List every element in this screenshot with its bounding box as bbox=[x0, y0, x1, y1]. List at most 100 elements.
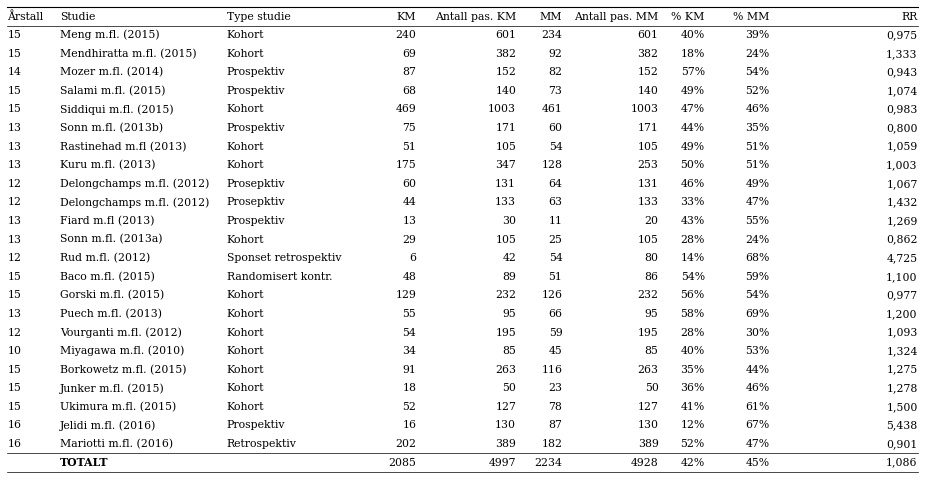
Text: 43%: 43% bbox=[681, 216, 705, 226]
Text: Retrospektiv: Retrospektiv bbox=[227, 439, 297, 449]
Text: Prospektiv: Prospektiv bbox=[227, 123, 285, 133]
Text: 12: 12 bbox=[7, 253, 21, 263]
Text: 51: 51 bbox=[549, 272, 562, 282]
Text: 389: 389 bbox=[637, 439, 659, 449]
Text: 15: 15 bbox=[7, 402, 21, 412]
Text: Prosepktiv: Prosepktiv bbox=[227, 197, 285, 208]
Text: 45%: 45% bbox=[746, 457, 770, 468]
Text: 15: 15 bbox=[7, 30, 21, 40]
Text: 45: 45 bbox=[549, 346, 562, 356]
Text: 1,324: 1,324 bbox=[886, 346, 918, 356]
Text: 35%: 35% bbox=[681, 364, 705, 375]
Text: 253: 253 bbox=[637, 160, 659, 170]
Text: 82: 82 bbox=[549, 67, 562, 77]
Text: 20: 20 bbox=[645, 216, 659, 226]
Text: 54: 54 bbox=[402, 328, 416, 337]
Text: 175: 175 bbox=[396, 160, 416, 170]
Text: Kohort: Kohort bbox=[227, 383, 265, 393]
Text: 10: 10 bbox=[7, 346, 21, 356]
Text: Vourganti m.fl. (2012): Vourganti m.fl. (2012) bbox=[60, 327, 182, 338]
Text: Junker m.fl. (2015): Junker m.fl. (2015) bbox=[60, 383, 165, 393]
Text: 46%: 46% bbox=[681, 179, 705, 189]
Text: 130: 130 bbox=[637, 421, 659, 430]
Text: Prospektiv: Prospektiv bbox=[227, 67, 285, 77]
Text: 29: 29 bbox=[402, 235, 416, 244]
Text: 67%: 67% bbox=[746, 421, 770, 430]
Text: Sonn m.fl. (2013a): Sonn m.fl. (2013a) bbox=[60, 234, 163, 245]
Text: 128: 128 bbox=[541, 160, 562, 170]
Text: 182: 182 bbox=[541, 439, 562, 449]
Text: 40%: 40% bbox=[681, 346, 705, 356]
Text: MM: MM bbox=[540, 12, 562, 22]
Text: Mozer m.fl. (2014): Mozer m.fl. (2014) bbox=[60, 67, 164, 77]
Text: 16: 16 bbox=[7, 421, 21, 430]
Text: 50: 50 bbox=[502, 383, 516, 393]
Text: 41%: 41% bbox=[681, 402, 705, 412]
Text: 171: 171 bbox=[495, 123, 516, 133]
Text: 63: 63 bbox=[549, 197, 562, 208]
Text: 54: 54 bbox=[549, 142, 562, 151]
Text: Kohort: Kohort bbox=[227, 328, 265, 337]
Text: 126: 126 bbox=[541, 290, 562, 301]
Text: 0,983: 0,983 bbox=[886, 105, 918, 115]
Text: Kohort: Kohort bbox=[227, 290, 265, 301]
Text: 0,977: 0,977 bbox=[886, 290, 918, 301]
Text: 389: 389 bbox=[495, 439, 516, 449]
Text: Prospektiv: Prospektiv bbox=[227, 86, 285, 96]
Text: 49%: 49% bbox=[681, 86, 705, 96]
Text: Kuru m.fl. (2013): Kuru m.fl. (2013) bbox=[60, 160, 155, 170]
Text: 54%: 54% bbox=[681, 272, 705, 282]
Text: 133: 133 bbox=[637, 197, 659, 208]
Text: Meng m.fl. (2015): Meng m.fl. (2015) bbox=[60, 30, 160, 41]
Text: 131: 131 bbox=[637, 179, 659, 189]
Text: 129: 129 bbox=[395, 290, 416, 301]
Text: 68%: 68% bbox=[746, 253, 770, 263]
Text: Rud m.fl. (2012): Rud m.fl. (2012) bbox=[60, 253, 151, 263]
Text: Gorski m.fl. (2015): Gorski m.fl. (2015) bbox=[60, 290, 165, 301]
Text: 58%: 58% bbox=[681, 309, 705, 319]
Text: 13: 13 bbox=[7, 160, 21, 170]
Text: Prosepktiv: Prosepktiv bbox=[227, 179, 285, 189]
Text: Sponset retrospektiv: Sponset retrospektiv bbox=[227, 253, 341, 263]
Text: 52%: 52% bbox=[681, 439, 705, 449]
Text: 1,067: 1,067 bbox=[886, 179, 918, 189]
Text: 105: 105 bbox=[637, 142, 659, 151]
Text: 1,093: 1,093 bbox=[886, 328, 918, 337]
Text: Prospektiv: Prospektiv bbox=[227, 216, 285, 226]
Text: 54: 54 bbox=[549, 253, 562, 263]
Text: 92: 92 bbox=[549, 49, 562, 59]
Text: 42%: 42% bbox=[681, 457, 705, 468]
Text: 1,500: 1,500 bbox=[886, 402, 918, 412]
Text: 1003: 1003 bbox=[631, 105, 659, 115]
Text: 60: 60 bbox=[549, 123, 562, 133]
Text: 1003: 1003 bbox=[488, 105, 516, 115]
Text: 30%: 30% bbox=[746, 328, 770, 337]
Text: 50%: 50% bbox=[681, 160, 705, 170]
Text: 48: 48 bbox=[402, 272, 416, 282]
Text: 59: 59 bbox=[549, 328, 562, 337]
Text: 130: 130 bbox=[495, 421, 516, 430]
Text: 11: 11 bbox=[549, 216, 562, 226]
Text: 42: 42 bbox=[502, 253, 516, 263]
Text: 54%: 54% bbox=[746, 290, 770, 301]
Text: 0,943: 0,943 bbox=[886, 67, 918, 77]
Text: 46%: 46% bbox=[746, 383, 770, 393]
Text: 15: 15 bbox=[7, 364, 21, 375]
Text: 53%: 53% bbox=[746, 346, 770, 356]
Text: 89: 89 bbox=[502, 272, 516, 282]
Text: Delongchamps m.fl. (2012): Delongchamps m.fl. (2012) bbox=[60, 179, 209, 189]
Text: 12%: 12% bbox=[681, 421, 705, 430]
Text: 1,269: 1,269 bbox=[886, 216, 918, 226]
Text: Mendhiratta m.fl. (2015): Mendhiratta m.fl. (2015) bbox=[60, 48, 197, 59]
Text: 140: 140 bbox=[637, 86, 659, 96]
Text: 57%: 57% bbox=[681, 67, 705, 77]
Text: Årstall: Årstall bbox=[7, 11, 43, 22]
Text: 95: 95 bbox=[502, 309, 516, 319]
Text: Antall pas. KM: Antall pas. KM bbox=[435, 12, 516, 22]
Text: 18%: 18% bbox=[681, 49, 705, 59]
Text: 44: 44 bbox=[402, 197, 416, 208]
Text: 24%: 24% bbox=[746, 235, 770, 244]
Text: 601: 601 bbox=[637, 30, 659, 40]
Text: 14%: 14% bbox=[681, 253, 705, 263]
Text: 18: 18 bbox=[402, 383, 416, 393]
